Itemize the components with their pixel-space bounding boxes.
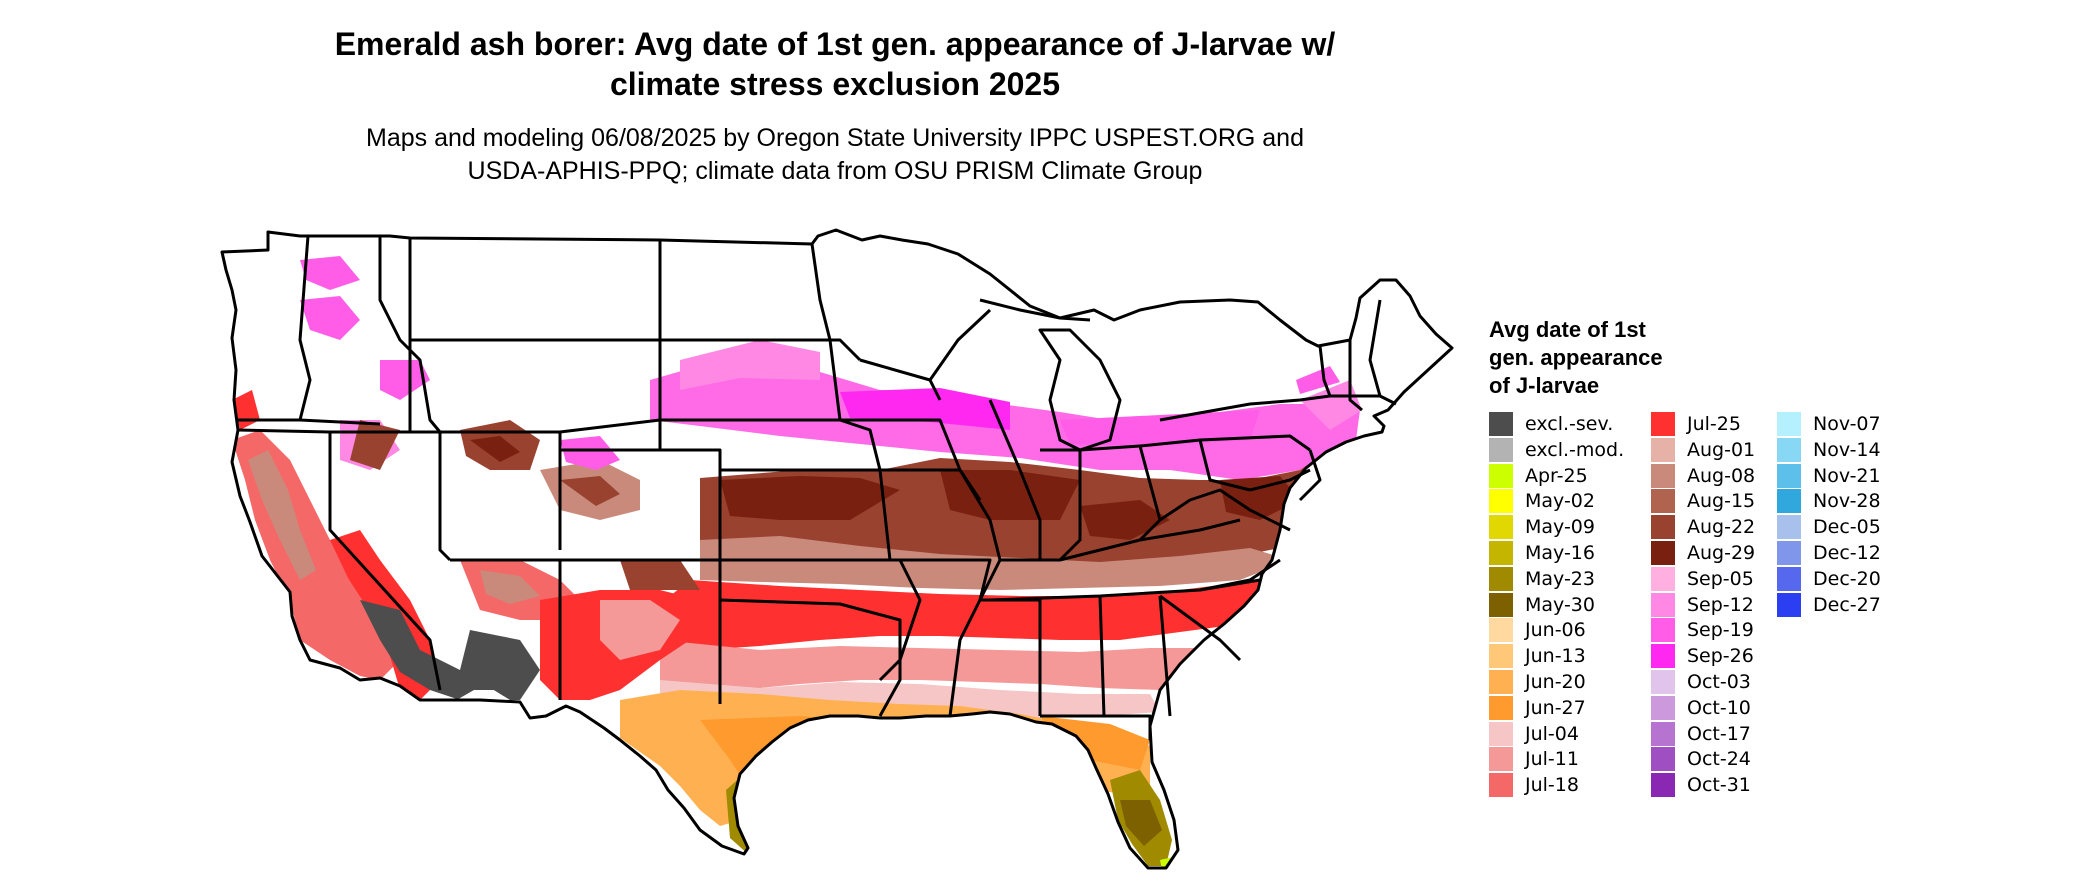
- legend-title-line: of J-larvae: [1489, 373, 1600, 398]
- legend-swatch: [1489, 670, 1513, 694]
- legend-label: Jun-13: [1525, 645, 1586, 667]
- legend-swatch: [1777, 412, 1801, 436]
- legend-label: May-30: [1525, 594, 1595, 616]
- legend-swatch: [1777, 567, 1801, 591]
- legend-label: Sep-19: [1687, 619, 1754, 641]
- legend-swatch: [1489, 644, 1513, 668]
- legend-label: excl.-sev.: [1525, 413, 1614, 435]
- legend-swatch: [1651, 567, 1675, 591]
- state-boundaries: [220, 228, 1454, 870]
- legend-swatch: [1651, 747, 1675, 771]
- legend-label: Sep-05: [1687, 568, 1754, 590]
- map-title-line-2: climate stress exclusion 2025: [609, 66, 1061, 102]
- legend-label: Jun-20: [1525, 671, 1586, 693]
- legend-swatch: [1651, 722, 1675, 746]
- legend-label: May-23: [1525, 568, 1595, 590]
- legend-swatch: [1489, 773, 1513, 797]
- legend-swatch: [1777, 489, 1801, 513]
- legend-label: Aug-08: [1687, 465, 1756, 487]
- legend-title-line: gen. appearance: [1489, 345, 1663, 370]
- legend-swatch: [1489, 464, 1513, 488]
- legend-label: Oct-03: [1687, 671, 1751, 693]
- legend-label: Jun-27: [1525, 697, 1586, 719]
- legend-label: Oct-24: [1687, 748, 1751, 770]
- legend-swatch: [1651, 644, 1675, 668]
- legend-label: Dec-05: [1813, 516, 1881, 538]
- legend-label: Dec-12: [1813, 542, 1881, 564]
- legend-swatch: [1651, 515, 1675, 539]
- legend-label: May-16: [1525, 542, 1595, 564]
- legend-swatch: [1489, 747, 1513, 771]
- legend-label: Aug-15: [1687, 490, 1756, 512]
- legend-swatch: [1777, 541, 1801, 565]
- map-subtitle-line-1: Maps and modeling 06/08/2025 by Oregon S…: [366, 124, 1304, 152]
- legend-swatch: [1651, 438, 1675, 462]
- map-subtitle: Maps and modeling 06/08/2025 by Oregon S…: [0, 122, 1670, 188]
- legend-swatch: [1777, 438, 1801, 462]
- legend-label: Oct-10: [1687, 697, 1751, 719]
- legend-label: Oct-31: [1687, 774, 1751, 796]
- legend-label: Nov-07: [1813, 413, 1881, 435]
- legend-label: Apr-25: [1525, 465, 1588, 487]
- legend-label: Dec-20: [1813, 568, 1881, 590]
- legend-swatch: [1651, 412, 1675, 436]
- legend-swatch: [1651, 618, 1675, 642]
- legend-swatch: [1489, 438, 1513, 462]
- legend-label: Dec-27: [1813, 594, 1881, 616]
- legend-swatch: [1651, 464, 1675, 488]
- legend-swatch: [1651, 670, 1675, 694]
- legend-label: Sep-12: [1687, 594, 1754, 616]
- legend-swatch: [1651, 773, 1675, 797]
- legend-swatch: [1777, 515, 1801, 539]
- map-title: Emerald ash borer: Avg date of 1st gen. …: [0, 24, 1670, 104]
- legend-swatch: [1651, 696, 1675, 720]
- legend-swatch: [1489, 412, 1513, 436]
- legend-title-line: Avg date of 1st: [1489, 317, 1646, 342]
- legend-label: Aug-22: [1687, 516, 1756, 538]
- legend-label: excl.-mod.: [1525, 439, 1625, 461]
- legend-swatch: [1489, 618, 1513, 642]
- legend-label: Aug-01: [1687, 439, 1756, 461]
- legend-swatch: [1489, 567, 1513, 591]
- legend-label: Nov-21: [1813, 465, 1881, 487]
- legend-swatch: [1651, 593, 1675, 617]
- legend-swatch: [1651, 541, 1675, 565]
- legend-title: Avg date of 1st gen. appearance of J-lar…: [1489, 316, 1749, 400]
- legend-label: Jul-11: [1525, 748, 1579, 770]
- legend-label: Nov-14: [1813, 439, 1881, 461]
- legend-swatch: [1489, 541, 1513, 565]
- legend-swatch: [1489, 515, 1513, 539]
- legend-label: Nov-28: [1813, 490, 1881, 512]
- legend-label: Sep-26: [1687, 645, 1754, 667]
- legend-swatch: [1651, 489, 1675, 513]
- legend-label: Jul-18: [1525, 774, 1579, 796]
- legend-label: May-02: [1525, 490, 1595, 512]
- legend-label: Aug-29: [1687, 542, 1756, 564]
- us-map: [220, 228, 1454, 870]
- legend-label: Jul-25: [1687, 413, 1741, 435]
- legend-label: Jun-06: [1525, 619, 1586, 641]
- legend-swatch: [1489, 722, 1513, 746]
- legend-swatch: [1777, 464, 1801, 488]
- legend-label: Jul-04: [1525, 723, 1579, 745]
- map-subtitle-line-2: USDA-APHIS-PPQ; climate data from OSU PR…: [467, 157, 1203, 185]
- legend-swatch: [1489, 489, 1513, 513]
- map-title-line-1: Emerald ash borer: Avg date of 1st gen. …: [334, 26, 1336, 62]
- legend-label: May-09: [1525, 516, 1595, 538]
- pest-timing-raster: [222, 230, 1452, 868]
- legend-swatch: [1489, 593, 1513, 617]
- legend: Avg date of 1st gen. appearance of J-lar…: [1489, 316, 1881, 797]
- legend-swatch: [1489, 696, 1513, 720]
- legend-swatch: [1777, 593, 1801, 617]
- legend-label: Oct-17: [1687, 723, 1751, 745]
